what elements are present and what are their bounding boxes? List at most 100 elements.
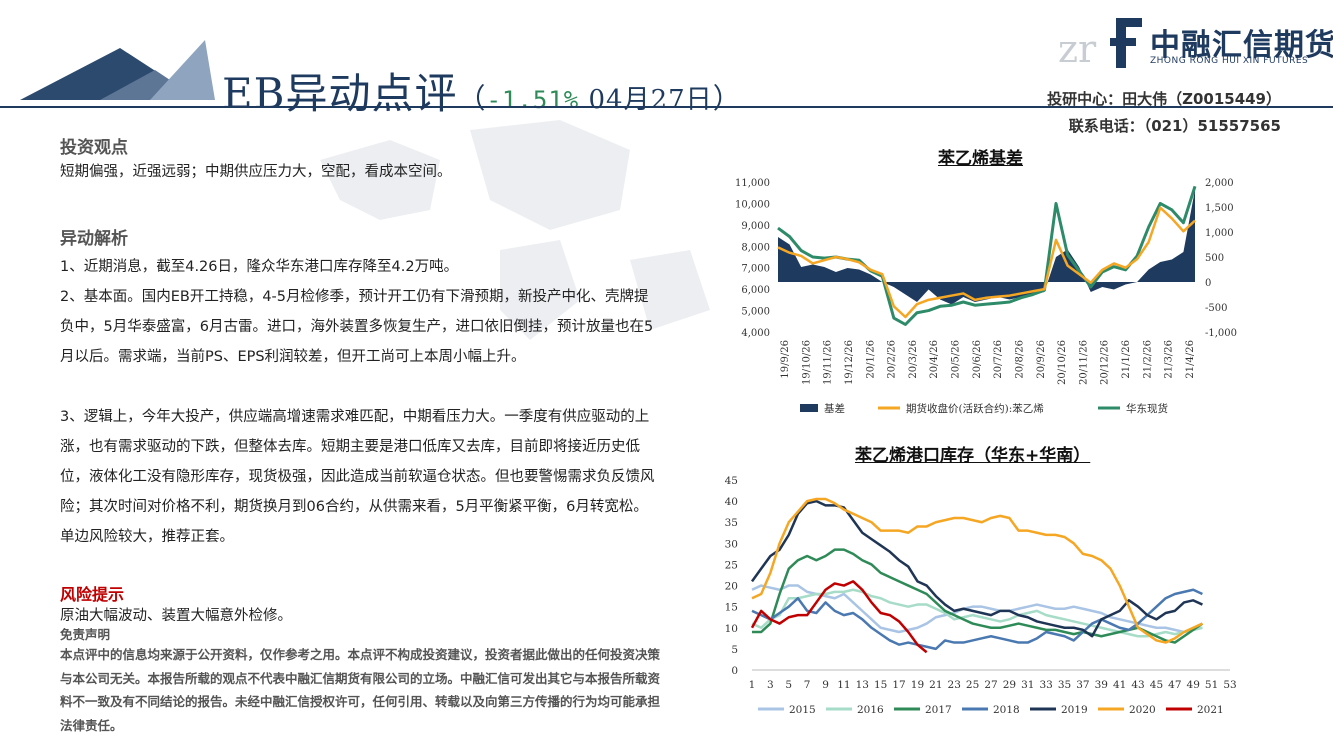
legend-label: 2021 (1197, 704, 1224, 716)
x-tick-label: 20/12/26 (1100, 340, 1111, 385)
x-tick-label: 21/2/26 (1142, 340, 1153, 379)
x-tick-label: 19 (911, 679, 924, 691)
legend-label: 2020 (1129, 704, 1156, 716)
x-tick-label: 27 (984, 679, 997, 691)
y-left-tick-label: 11,000 (735, 178, 770, 189)
y-right-tick-label: 2,000 (1205, 178, 1234, 189)
x-tick-label: 19/12/26 (844, 340, 855, 385)
legend-label: 2017 (925, 704, 952, 716)
x-tick-label: 20/1/26 (865, 340, 876, 379)
analysis-paragraph-2: 2、基本面。国内EB开工持稳，4-5月检修季，预计开工仍有下滑预期，新投产中化、… (60, 289, 654, 365)
world-map-watermark (320, 120, 710, 340)
report-date: 04月27日 (579, 85, 713, 115)
x-tick-label: 51 (1205, 679, 1218, 691)
legend-swatch (800, 404, 818, 412)
x-tick-label: 1 (749, 679, 756, 691)
risk-text: 原油大幅波动、装置大幅意外检修。 (60, 608, 292, 624)
basis-area (778, 189, 1195, 305)
x-tick-label: 41 (1113, 679, 1126, 691)
x-tick-label: 13 (856, 679, 869, 691)
inventory-chart-title: 苯乙烯港口库存（华东+华南） (855, 446, 1091, 466)
x-tick-label: 7 (804, 679, 811, 691)
x-tick-label: 19/9/26 (780, 340, 791, 379)
y-right-tick-label: -1,000 (1205, 328, 1237, 339)
x-tick-label: 21/1/26 (1121, 340, 1132, 379)
x-tick-label: 45 (1150, 679, 1163, 691)
y-right-tick-label: 1,000 (1205, 228, 1234, 239)
series-line-2018 (751, 588, 1203, 651)
y-right-tick-label: 500 (1205, 253, 1224, 264)
x-tick-label: 49 (1187, 679, 1200, 691)
y-tick-label: 15 (725, 602, 738, 614)
price-change: -1.51% (486, 86, 580, 114)
risk-heading: 风险提示 (60, 585, 125, 604)
logo-zrf-mark: zr (1058, 18, 1142, 71)
legend-label: 2018 (993, 704, 1020, 716)
legend-label: 2015 (789, 704, 816, 716)
y-left-tick-label: 4,000 (741, 328, 770, 339)
futures-price-line (777, 206, 1196, 319)
x-tick-label: 21/4/26 (1185, 340, 1196, 379)
x-tick-label: 15 (874, 679, 887, 691)
spot-price-line (777, 185, 1197, 326)
analysis-paragraph-3: 3、逻辑上，今年大投产，供应端高增速需求难匹配，中期看压力大。一季度有供应驱动的… (60, 409, 655, 545)
x-tick-label: 19/11/26 (823, 340, 834, 385)
researcher-info: 投研中心：田大伟（Z0015449） (1047, 90, 1281, 108)
company-logo: zr 中融汇信期货 ZHONG RONG HUI XIN FUTURES (1058, 16, 1333, 72)
x-tick-label: 20/7/26 (993, 340, 1004, 379)
y-right-tick-label: 0 (1205, 278, 1211, 289)
y-right-tick-label: -500 (1205, 303, 1227, 314)
x-tick-label: 21/3/26 (1164, 340, 1175, 379)
x-tick-label: 20/3/26 (908, 340, 919, 379)
series-line-2016 (751, 588, 1203, 638)
contact-phone: 联系电话：（021）51557565 (1068, 117, 1281, 135)
x-tick-label: 21 (929, 679, 942, 691)
disclaimer-text: 本点评中的信息均来源于公开资料，仅作参考之用。本点评不构成投资建议，投资者据此做… (60, 647, 661, 733)
header-triangles-decoration (0, 0, 240, 100)
y-tick-label: 45 (725, 475, 738, 487)
y-tick-label: 35 (725, 517, 738, 529)
y-tick-label: 40 (725, 496, 738, 508)
x-tick-label: 20/5/26 (951, 340, 962, 379)
disclaimer: 免责声明 本点评中的信息均来源于公开资料，仅作参考之用。本点评不构成投资建议，投… (60, 627, 660, 737)
legend-label: 基差 (824, 402, 845, 415)
y-left-tick-label: 7,000 (741, 264, 770, 275)
svg-text:zr: zr (1058, 27, 1097, 71)
y-left-tick-label: 5,000 (741, 307, 770, 318)
y-left-tick-label: 9,000 (741, 221, 770, 232)
y-left-tick-label: 10,000 (735, 199, 770, 210)
series-line-2021 (750, 580, 928, 654)
x-tick-label: 20/2/26 (887, 340, 898, 379)
logo-cn-name: 中融汇信期货 (1150, 28, 1333, 63)
y-tick-label: 25 (725, 559, 738, 571)
x-tick-label: 20/9/26 (1036, 340, 1047, 379)
x-tick-label: 20/11/26 (1078, 340, 1089, 385)
view-heading: 投资观点 (60, 138, 128, 158)
x-tick-label: 20/4/26 (929, 340, 940, 379)
y-tick-label: 0 (731, 665, 738, 677)
legend-label: 2019 (1061, 704, 1088, 716)
series-line-2020 (751, 497, 1203, 644)
legend-label: 2016 (857, 704, 884, 716)
x-tick-label: 47 (1168, 679, 1181, 691)
analysis-heading: 异动解析 (60, 229, 128, 249)
x-tick-label: 20/8/26 (1014, 340, 1025, 379)
view-text: 短期偏强，近强远弱；中期供应压力大，空配，看成本空间。 (60, 164, 452, 180)
logo-en-name: ZHONG RONG HUI XIN FUTURES (1150, 56, 1309, 66)
basis-chart: 11,000 10,000 9,000 8,000 7,000 6,000 5,000 4,0… (735, 178, 1237, 415)
x-tick-label: 19/10/26 (801, 340, 812, 385)
legend-label: 期货收盘价(活跃合约):苯乙烯 (906, 402, 1044, 415)
x-tick-label: 20/6/26 (972, 340, 983, 379)
x-tick-label: 3 (767, 679, 774, 691)
x-tick-label: 37 (1076, 679, 1089, 691)
x-tick-label: 17 (892, 679, 905, 691)
x-tick-label: 23 (948, 679, 961, 691)
y-right-tick-label: 1,500 (1205, 203, 1234, 214)
y-tick-label: 5 (731, 644, 738, 656)
x-tick-label: 53 (1223, 679, 1236, 691)
x-tick-label: 29 (1003, 679, 1016, 691)
x-tick-label: 5 (785, 679, 792, 691)
page-title: EB异动点评（-1.51% 04月27日） (222, 69, 742, 118)
y-tick-label: 10 (725, 623, 738, 635)
